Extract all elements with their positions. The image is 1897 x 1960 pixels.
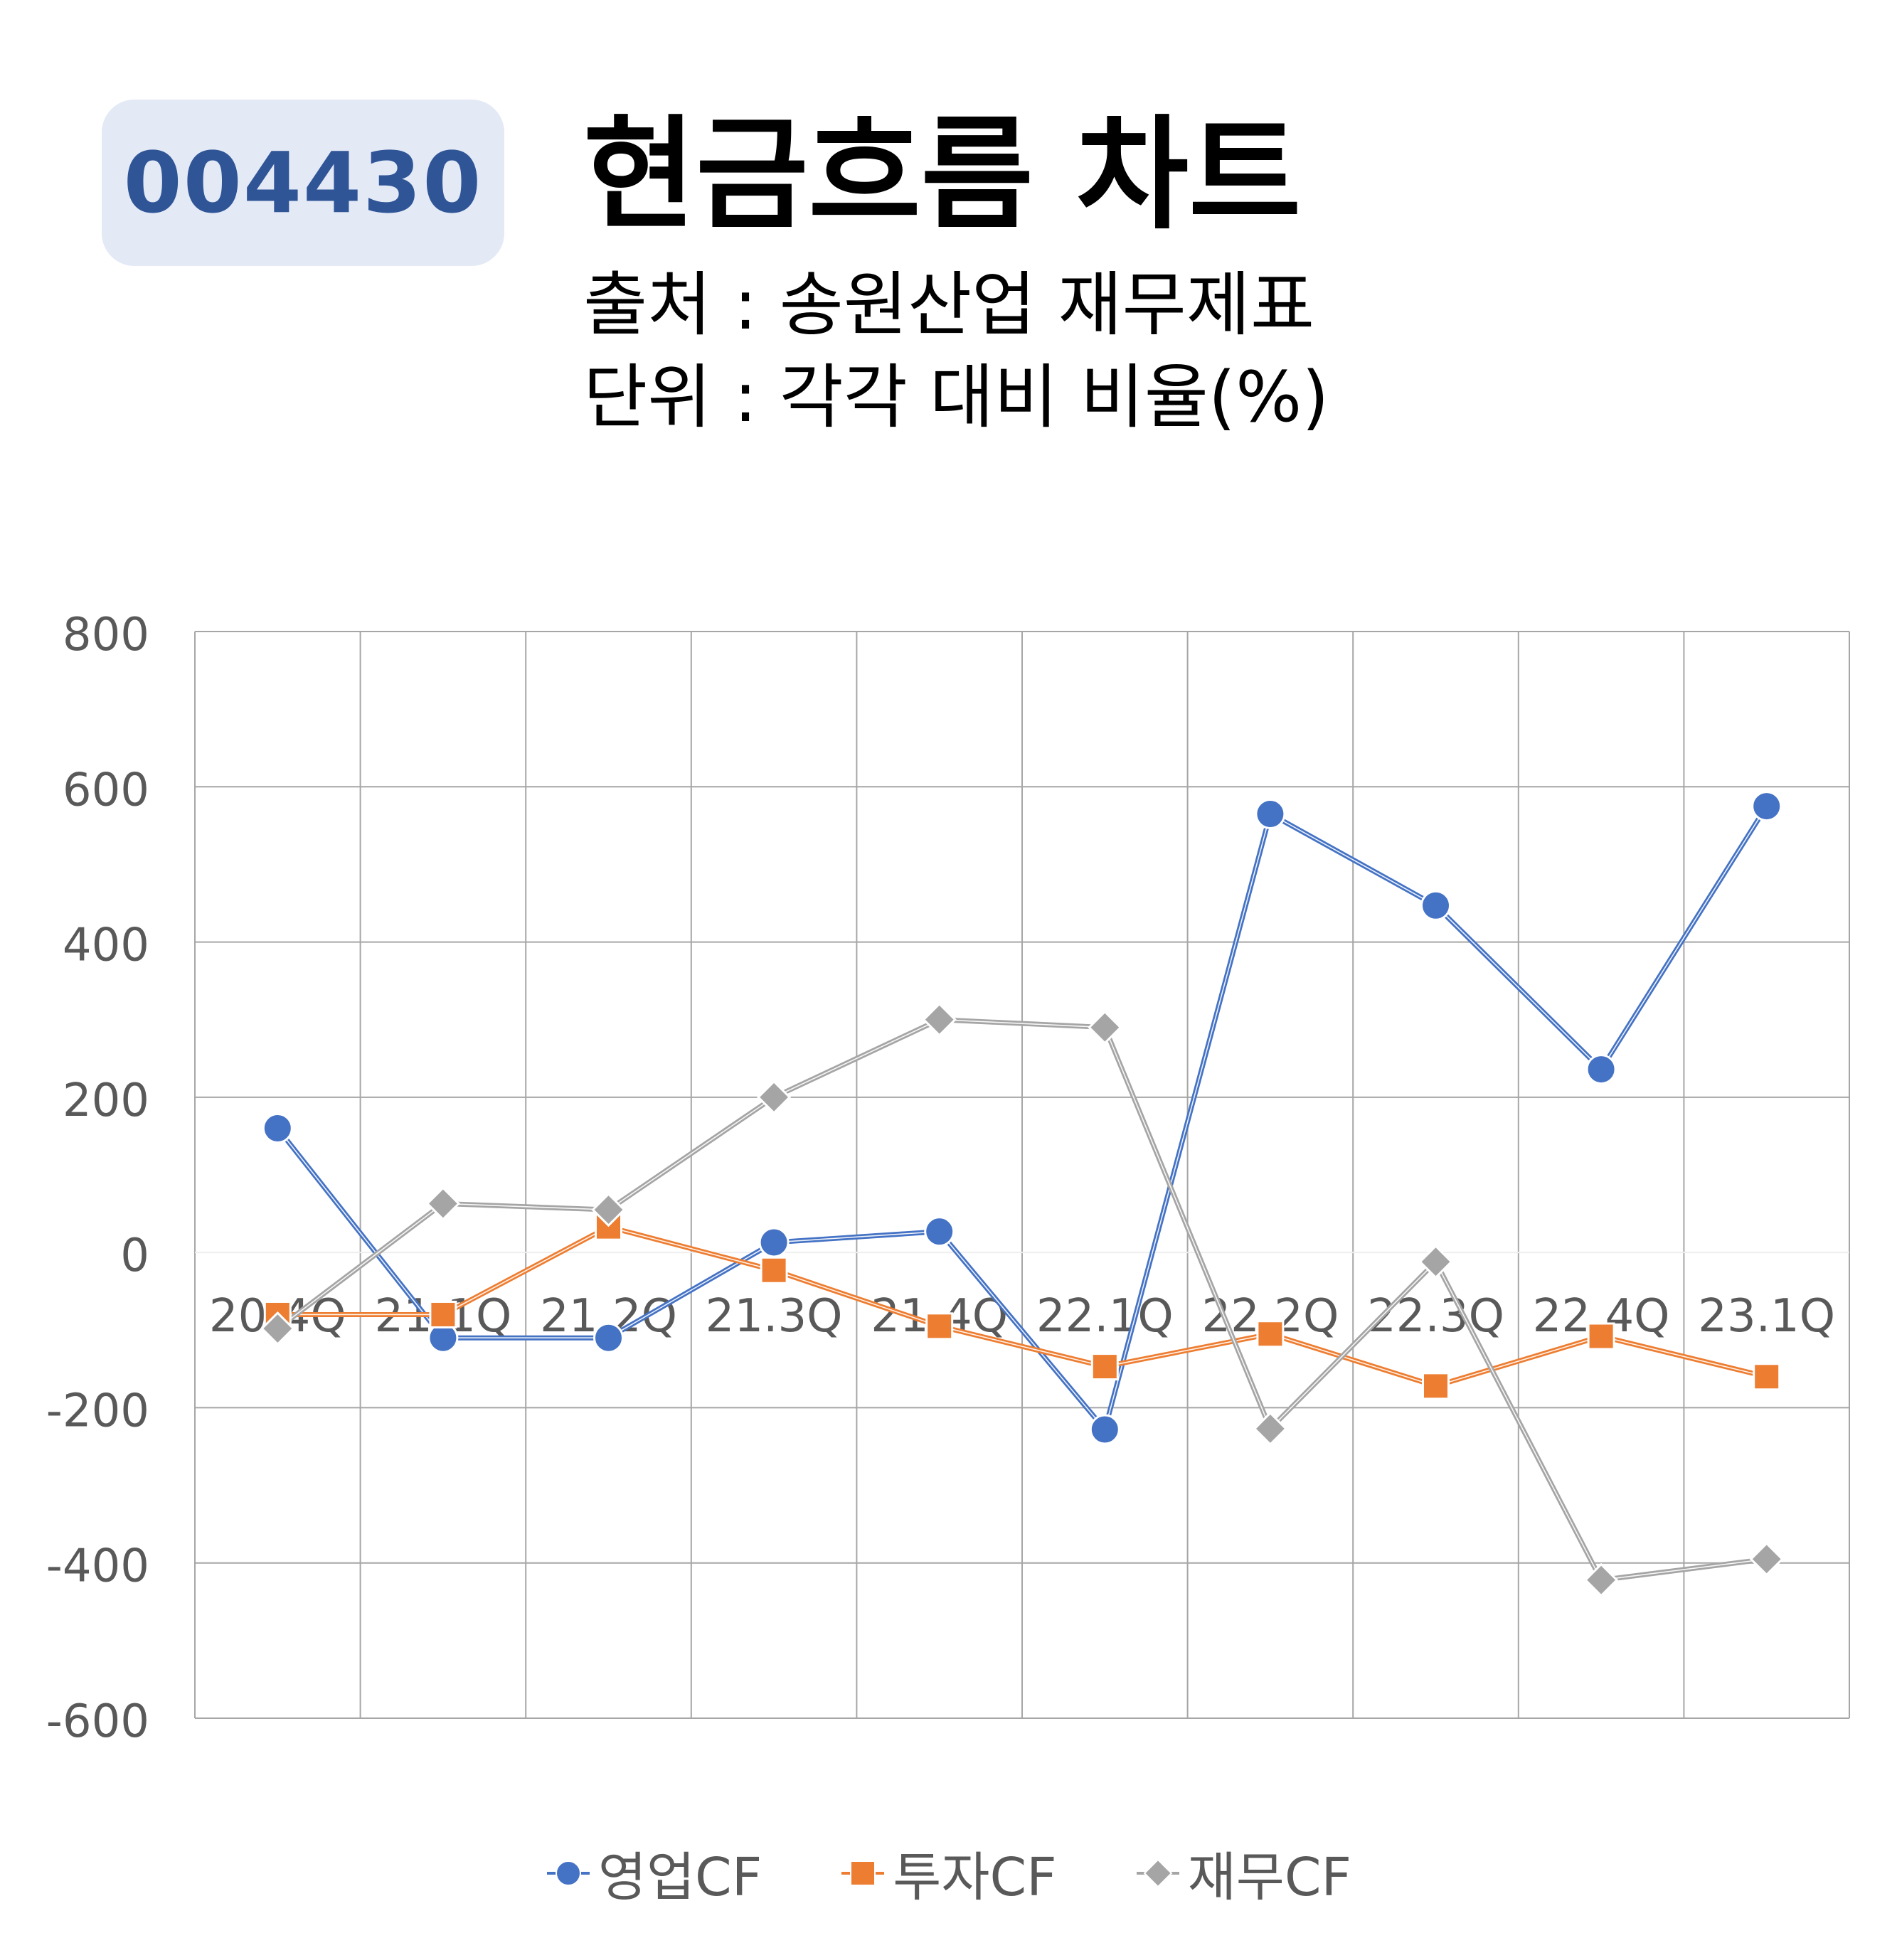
square-marker-icon — [841, 1860, 885, 1886]
data-point-financing — [1583, 1562, 1619, 1597]
data-point-operating — [1420, 890, 1451, 921]
data-point-operating — [262, 1113, 293, 1144]
data-point-financing — [591, 1192, 626, 1227]
page-title: 현금흐름 차트 — [583, 103, 1302, 246]
series-line-highlight-2 — [277, 1018, 1767, 1581]
legend-label-investing: 투자CF — [893, 1847, 1057, 1908]
data-point-operating — [1585, 1054, 1617, 1085]
diamond-marker-icon — [1136, 1858, 1179, 1887]
x-tick-label: 21.3Q — [706, 1290, 843, 1343]
data-point-financing — [756, 1080, 792, 1114]
data-point-financing — [1418, 1245, 1453, 1279]
unit-line: 단위 : 각각 대비 비율(%) — [583, 357, 1329, 438]
data-point-financing — [260, 1311, 295, 1346]
legend-label-operating: 영업CF — [597, 1847, 762, 1908]
data-point-investing — [925, 1312, 954, 1341]
chart-grid — [194, 631, 1850, 1719]
data-point-investing — [1587, 1322, 1615, 1351]
x-tick-label: 22.1Q — [1036, 1290, 1174, 1343]
data-point-investing — [1090, 1353, 1119, 1381]
y-tick-label: 0 — [120, 1230, 149, 1282]
data-point-operating — [924, 1216, 955, 1247]
y-tick-label: -200 — [46, 1385, 149, 1437]
y-tick-label: 400 — [63, 920, 149, 972]
stock-code-badge: 004430 — [102, 100, 504, 266]
data-point-operating — [758, 1227, 790, 1258]
data-point-financing — [922, 1002, 957, 1037]
data-point-operating — [593, 1322, 624, 1353]
y-tick-label: 200 — [63, 1075, 149, 1127]
legend-item-investing: 투자CF — [840, 1835, 1057, 1911]
y-tick-label: 800 — [63, 609, 149, 661]
legend-item-operating: 영업CF — [546, 1835, 762, 1911]
source-line: 출처 : 송원산업 재무제표 — [583, 265, 1315, 346]
chart-legend: 영업CF 투자CF 재무CF — [0, 1835, 1897, 1911]
x-tick-label: 22.3Q — [1367, 1290, 1504, 1343]
circle-marker-icon — [546, 1860, 590, 1886]
series-line-highlight-0 — [277, 806, 1768, 1430]
legend-label-financing: 재무CF — [1187, 1847, 1352, 1908]
data-point-investing — [1753, 1363, 1781, 1391]
data-point-investing — [1422, 1372, 1450, 1400]
legend-item-financing: 재무CF — [1135, 1835, 1351, 1911]
data-point-operating — [1255, 798, 1286, 829]
data-point-financing — [1253, 1411, 1288, 1447]
data-point-investing — [429, 1300, 457, 1328]
y-axis: 800 600 400 200 0 -200 -400 -600 — [46, 609, 149, 1748]
y-tick-label: 600 — [63, 764, 149, 816]
data-point-operating — [1089, 1414, 1120, 1445]
data-point-investing — [1256, 1320, 1285, 1348]
y-tick-label: -400 — [46, 1540, 149, 1593]
x-tick-label: 23.1Q — [1698, 1290, 1835, 1343]
data-point-operating — [1751, 791, 1782, 822]
stock-code: 004430 — [123, 134, 483, 232]
data-point-financing — [1088, 1010, 1122, 1045]
chart-series — [260, 791, 1784, 1597]
data-point-financing — [1749, 1542, 1784, 1577]
series-line-highlight-1 — [277, 1226, 1767, 1387]
data-point-financing — [425, 1186, 461, 1221]
y-tick-label: -600 — [46, 1695, 149, 1748]
data-point-investing — [760, 1256, 788, 1284]
